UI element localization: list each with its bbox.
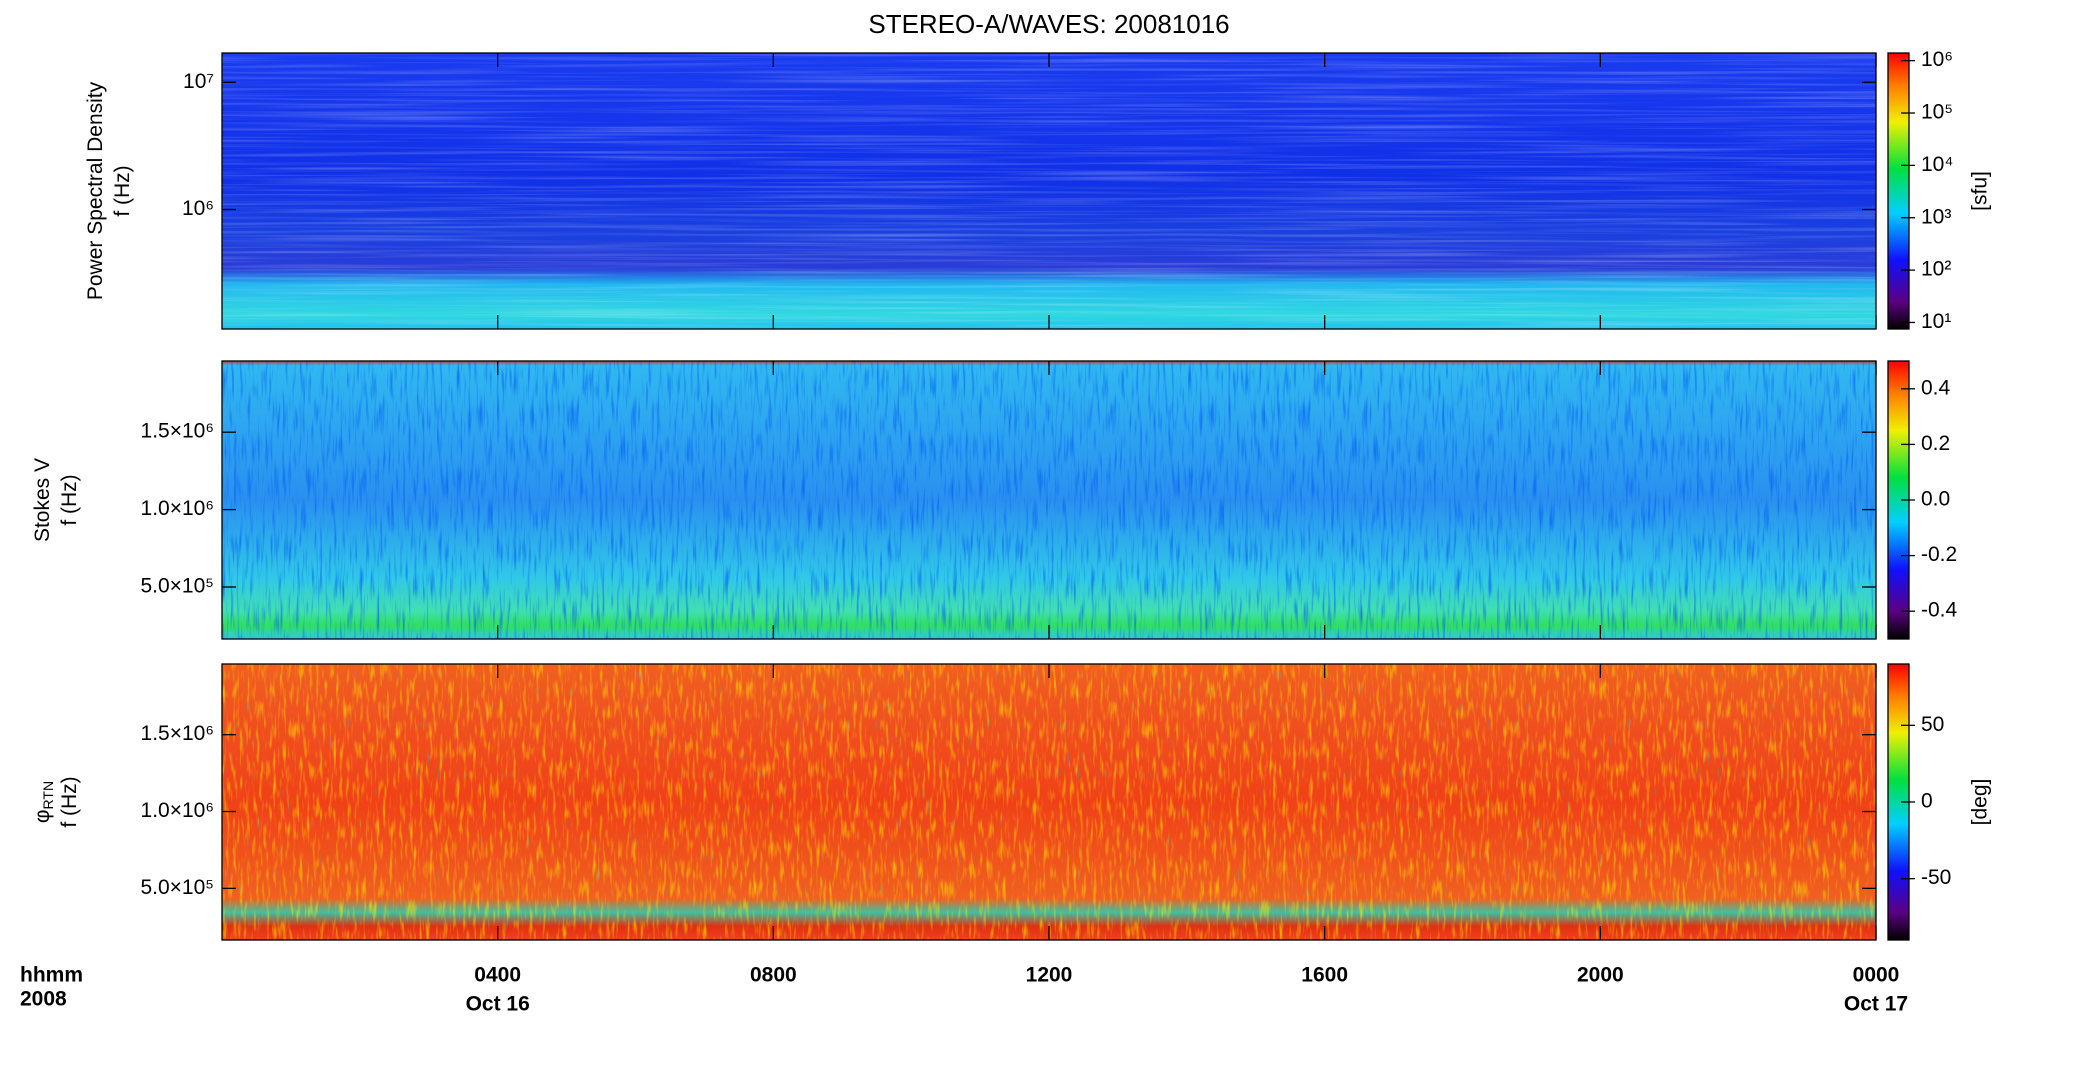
y-tick-label: 10⁷ (183, 70, 214, 93)
spectrogram-image (222, 664, 1876, 940)
colorbar-tick-label: 10¹ (1921, 310, 1951, 333)
colorbar-tick-label: 50 (1921, 713, 1944, 736)
colorbar-label: [sfu] (1969, 171, 1992, 211)
y-axis-label: Power Spectral Density (84, 81, 107, 300)
colorbar-tick-label: 10³ (1921, 205, 1951, 228)
colorbar-tick-label: 0.4 (1921, 376, 1951, 399)
y-tick-label: 1.0×10⁶ (141, 799, 214, 822)
y-axis-label: f (Hz) (58, 776, 81, 827)
spectrogram-image (222, 361, 1876, 639)
y-axis-label-text: Stokes V (31, 458, 54, 542)
y-axis-label: f (Hz) (111, 165, 134, 216)
colorbar (1887, 52, 1910, 330)
colorbar-tick-label: 0 (1921, 790, 1933, 813)
chart-title: STEREO-A/WAVES: 20081016 (868, 9, 1229, 39)
y-axis-label-text: φ (31, 809, 54, 823)
colorbar-tick-label: 10⁵ (1921, 101, 1953, 124)
x-tick-label: 2000 (1577, 964, 1624, 987)
x-date-label: Oct 17 (1844, 993, 1908, 1016)
x-tick-label: 0800 (750, 964, 797, 987)
x-tick-label: 0400 (474, 964, 521, 987)
colorbar-label: [deg] (1969, 779, 1992, 826)
y-axis-label: Stokes V (31, 458, 54, 542)
y-axis-label-sub: RTN (40, 781, 56, 810)
colorbar-tick-label: 10² (1921, 258, 1951, 281)
y-axis-label-text: f (Hz) (58, 776, 81, 827)
x-tick-label: 0000 (1853, 964, 1900, 987)
spectrogram-image (222, 53, 1876, 329)
x-date-label: Oct 16 (466, 993, 530, 1016)
y-tick-label: 5.0×10⁵ (140, 575, 214, 598)
x-unit-label: hhmm (20, 964, 83, 987)
y-tick-label: 1.5×10⁶ (141, 722, 214, 745)
colorbar-tick-label: -50 (1921, 866, 1951, 889)
y-axis-label-text: Power Spectral Density (84, 81, 107, 300)
y-axis-label-text: f (Hz) (111, 165, 134, 216)
y-tick-label: 5.0×10⁵ (140, 876, 214, 899)
y-tick-label: 1.5×10⁶ (141, 420, 214, 443)
colorbar-tick-label: 0.2 (1921, 432, 1950, 455)
y-axis-label-text: f (Hz) (58, 474, 81, 525)
y-axis-label: φRTN (31, 781, 56, 823)
y-tick-label: 1.0×10⁶ (141, 497, 214, 520)
x-tick-label: 1200 (1026, 964, 1073, 987)
y-axis-label: f (Hz) (58, 474, 81, 525)
colorbar-tick-label: -0.2 (1921, 543, 1957, 566)
colorbar-tick-label: 0.0 (1921, 488, 1950, 511)
y-tick-label: 10⁶ (182, 197, 214, 220)
colorbar-tick-label: -0.4 (1921, 599, 1958, 622)
x-year-label: 2008 (20, 988, 67, 1011)
colorbar-tick-label: 10⁴ (1921, 153, 1953, 176)
colorbar-tick-label: 10⁶ (1921, 48, 1953, 71)
x-tick-label: 1600 (1301, 964, 1348, 987)
